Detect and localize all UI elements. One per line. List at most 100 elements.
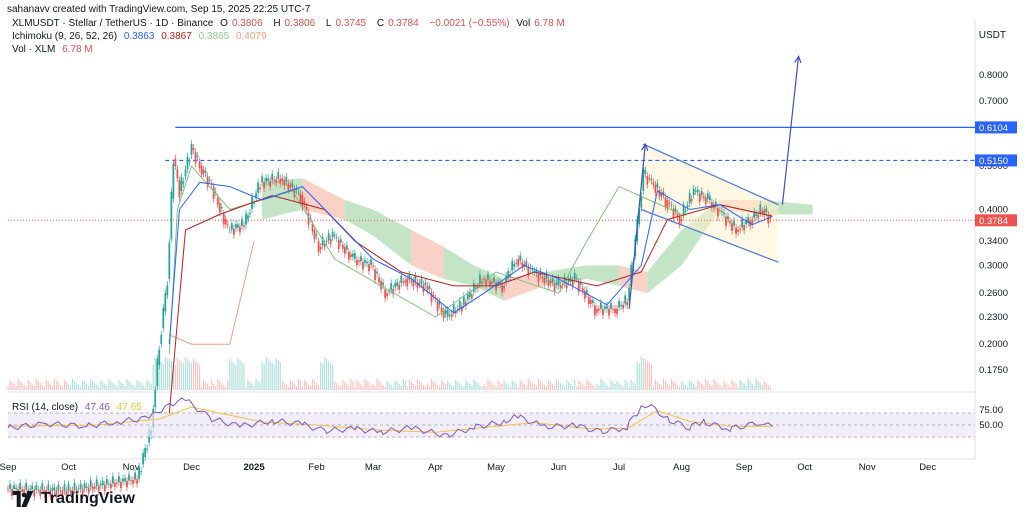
volume-bar bbox=[511, 380, 513, 390]
volume-bar bbox=[360, 384, 362, 390]
candle-body bbox=[168, 242, 171, 279]
candle-body bbox=[33, 489, 36, 497]
candle-body bbox=[166, 285, 169, 296]
volume-bar bbox=[283, 383, 285, 390]
volume-bar bbox=[366, 381, 368, 390]
candle-body bbox=[283, 179, 286, 186]
volume-bar bbox=[172, 363, 174, 390]
rsi-ma-line bbox=[7, 406, 773, 433]
candle-body bbox=[531, 269, 534, 271]
volume-bar bbox=[588, 381, 590, 390]
candle-body bbox=[87, 487, 90, 493]
volume-bar bbox=[549, 382, 552, 390]
candle-body bbox=[190, 143, 193, 155]
volume-bar bbox=[507, 385, 509, 390]
volume-bar bbox=[84, 382, 86, 390]
candle-body bbox=[585, 290, 588, 294]
candle-body bbox=[25, 483, 28, 490]
volume-bar bbox=[297, 379, 300, 390]
candle-body bbox=[755, 214, 758, 217]
volume-bar bbox=[451, 385, 453, 390]
candle-body bbox=[509, 274, 512, 278]
volume-bar bbox=[493, 385, 495, 390]
volume-bar bbox=[203, 380, 205, 390]
rsi-legend-row[interactable]: RSI (14, close) 47.46 47.65 bbox=[12, 402, 146, 413]
volume-bar bbox=[685, 385, 687, 390]
rsi-ma-value: 47.65 bbox=[116, 402, 142, 413]
ichimoku-span-a-value: 0.3865 bbox=[198, 31, 230, 42]
candle-body bbox=[452, 304, 455, 313]
candle-body bbox=[559, 285, 562, 289]
candle-body bbox=[29, 488, 32, 490]
candle-body bbox=[372, 265, 374, 267]
volume-bar bbox=[152, 365, 154, 390]
candle-body bbox=[317, 241, 320, 253]
volume-bar bbox=[739, 380, 741, 390]
candle-body bbox=[382, 282, 385, 286]
time-axis-label: 2025 bbox=[243, 462, 265, 473]
volume-bar bbox=[120, 382, 122, 390]
candle-body bbox=[626, 302, 629, 306]
ichimoku-legend-row[interactable]: Ichimoku (9, 26, 52, 26) 0.3863 0.3867 0… bbox=[12, 31, 271, 42]
price-tick-label: 0.3000 bbox=[979, 260, 1008, 271]
volume-bar bbox=[293, 384, 295, 390]
projection-arrow-head bbox=[794, 54, 802, 64]
volume-bar bbox=[745, 386, 747, 390]
volume-bar bbox=[479, 385, 481, 390]
symbol-legend-row[interactable]: XLMUSDT · Stellar / TetherUS · 1D · Bina… bbox=[12, 18, 573, 29]
candle-body bbox=[555, 282, 558, 285]
candle-body bbox=[725, 216, 727, 226]
price-tick-label: 0.2600 bbox=[979, 288, 1008, 299]
time-axis-label: Jul bbox=[613, 462, 625, 473]
volume-bar bbox=[267, 359, 269, 390]
candle-body bbox=[428, 286, 431, 290]
time-axis-label: Nov bbox=[859, 462, 876, 473]
volume-bar bbox=[265, 357, 267, 390]
volume-bar bbox=[55, 381, 58, 390]
volume-bar bbox=[693, 384, 695, 390]
candle-body bbox=[604, 306, 606, 309]
candle-body bbox=[349, 254, 352, 257]
volume-bar bbox=[477, 383, 479, 390]
volume-bar bbox=[257, 381, 259, 390]
volume-bar bbox=[295, 386, 297, 390]
tradingview-logo[interactable]: TradingView bbox=[10, 490, 135, 508]
candle-body bbox=[255, 193, 257, 199]
volume-bar bbox=[495, 387, 497, 390]
volume-bar bbox=[209, 386, 211, 390]
volume-bar bbox=[33, 386, 35, 390]
volume-bar bbox=[481, 387, 483, 390]
candle-body bbox=[118, 476, 120, 483]
candle-body bbox=[222, 213, 225, 225]
volume-bar bbox=[443, 382, 445, 390]
candle-body bbox=[353, 253, 356, 260]
volume-bar bbox=[382, 385, 384, 390]
candle-body bbox=[113, 483, 116, 487]
candle-body bbox=[386, 293, 389, 297]
candle-body bbox=[73, 482, 76, 490]
volume-bar bbox=[237, 358, 239, 390]
rsi-value: 47.46 bbox=[84, 402, 110, 413]
volume-bar bbox=[235, 365, 237, 390]
volume-bar bbox=[71, 379, 74, 390]
candle-body bbox=[172, 163, 175, 199]
candle-body bbox=[384, 289, 387, 299]
volume-bar bbox=[436, 385, 439, 390]
ichimoku-span-b-line bbox=[169, 240, 255, 345]
candle-body bbox=[11, 488, 13, 496]
volume-bar bbox=[473, 379, 475, 390]
candle-body bbox=[491, 281, 493, 284]
candle-body bbox=[192, 147, 195, 150]
rsi-line bbox=[7, 397, 773, 438]
candle-body bbox=[410, 280, 413, 282]
volume-bar bbox=[330, 363, 332, 390]
ichimoku-cloud-segment bbox=[473, 265, 505, 301]
volume-bar bbox=[368, 383, 370, 390]
ohlc-change: −0.0021 (−0.55%) bbox=[429, 18, 510, 29]
volume-bar bbox=[88, 386, 90, 390]
candle-body bbox=[289, 185, 292, 188]
volume-bar bbox=[273, 365, 275, 390]
volume-bar bbox=[578, 380, 580, 390]
volume-legend-row[interactable]: Vol · XLM 6.78 M bbox=[12, 44, 97, 55]
